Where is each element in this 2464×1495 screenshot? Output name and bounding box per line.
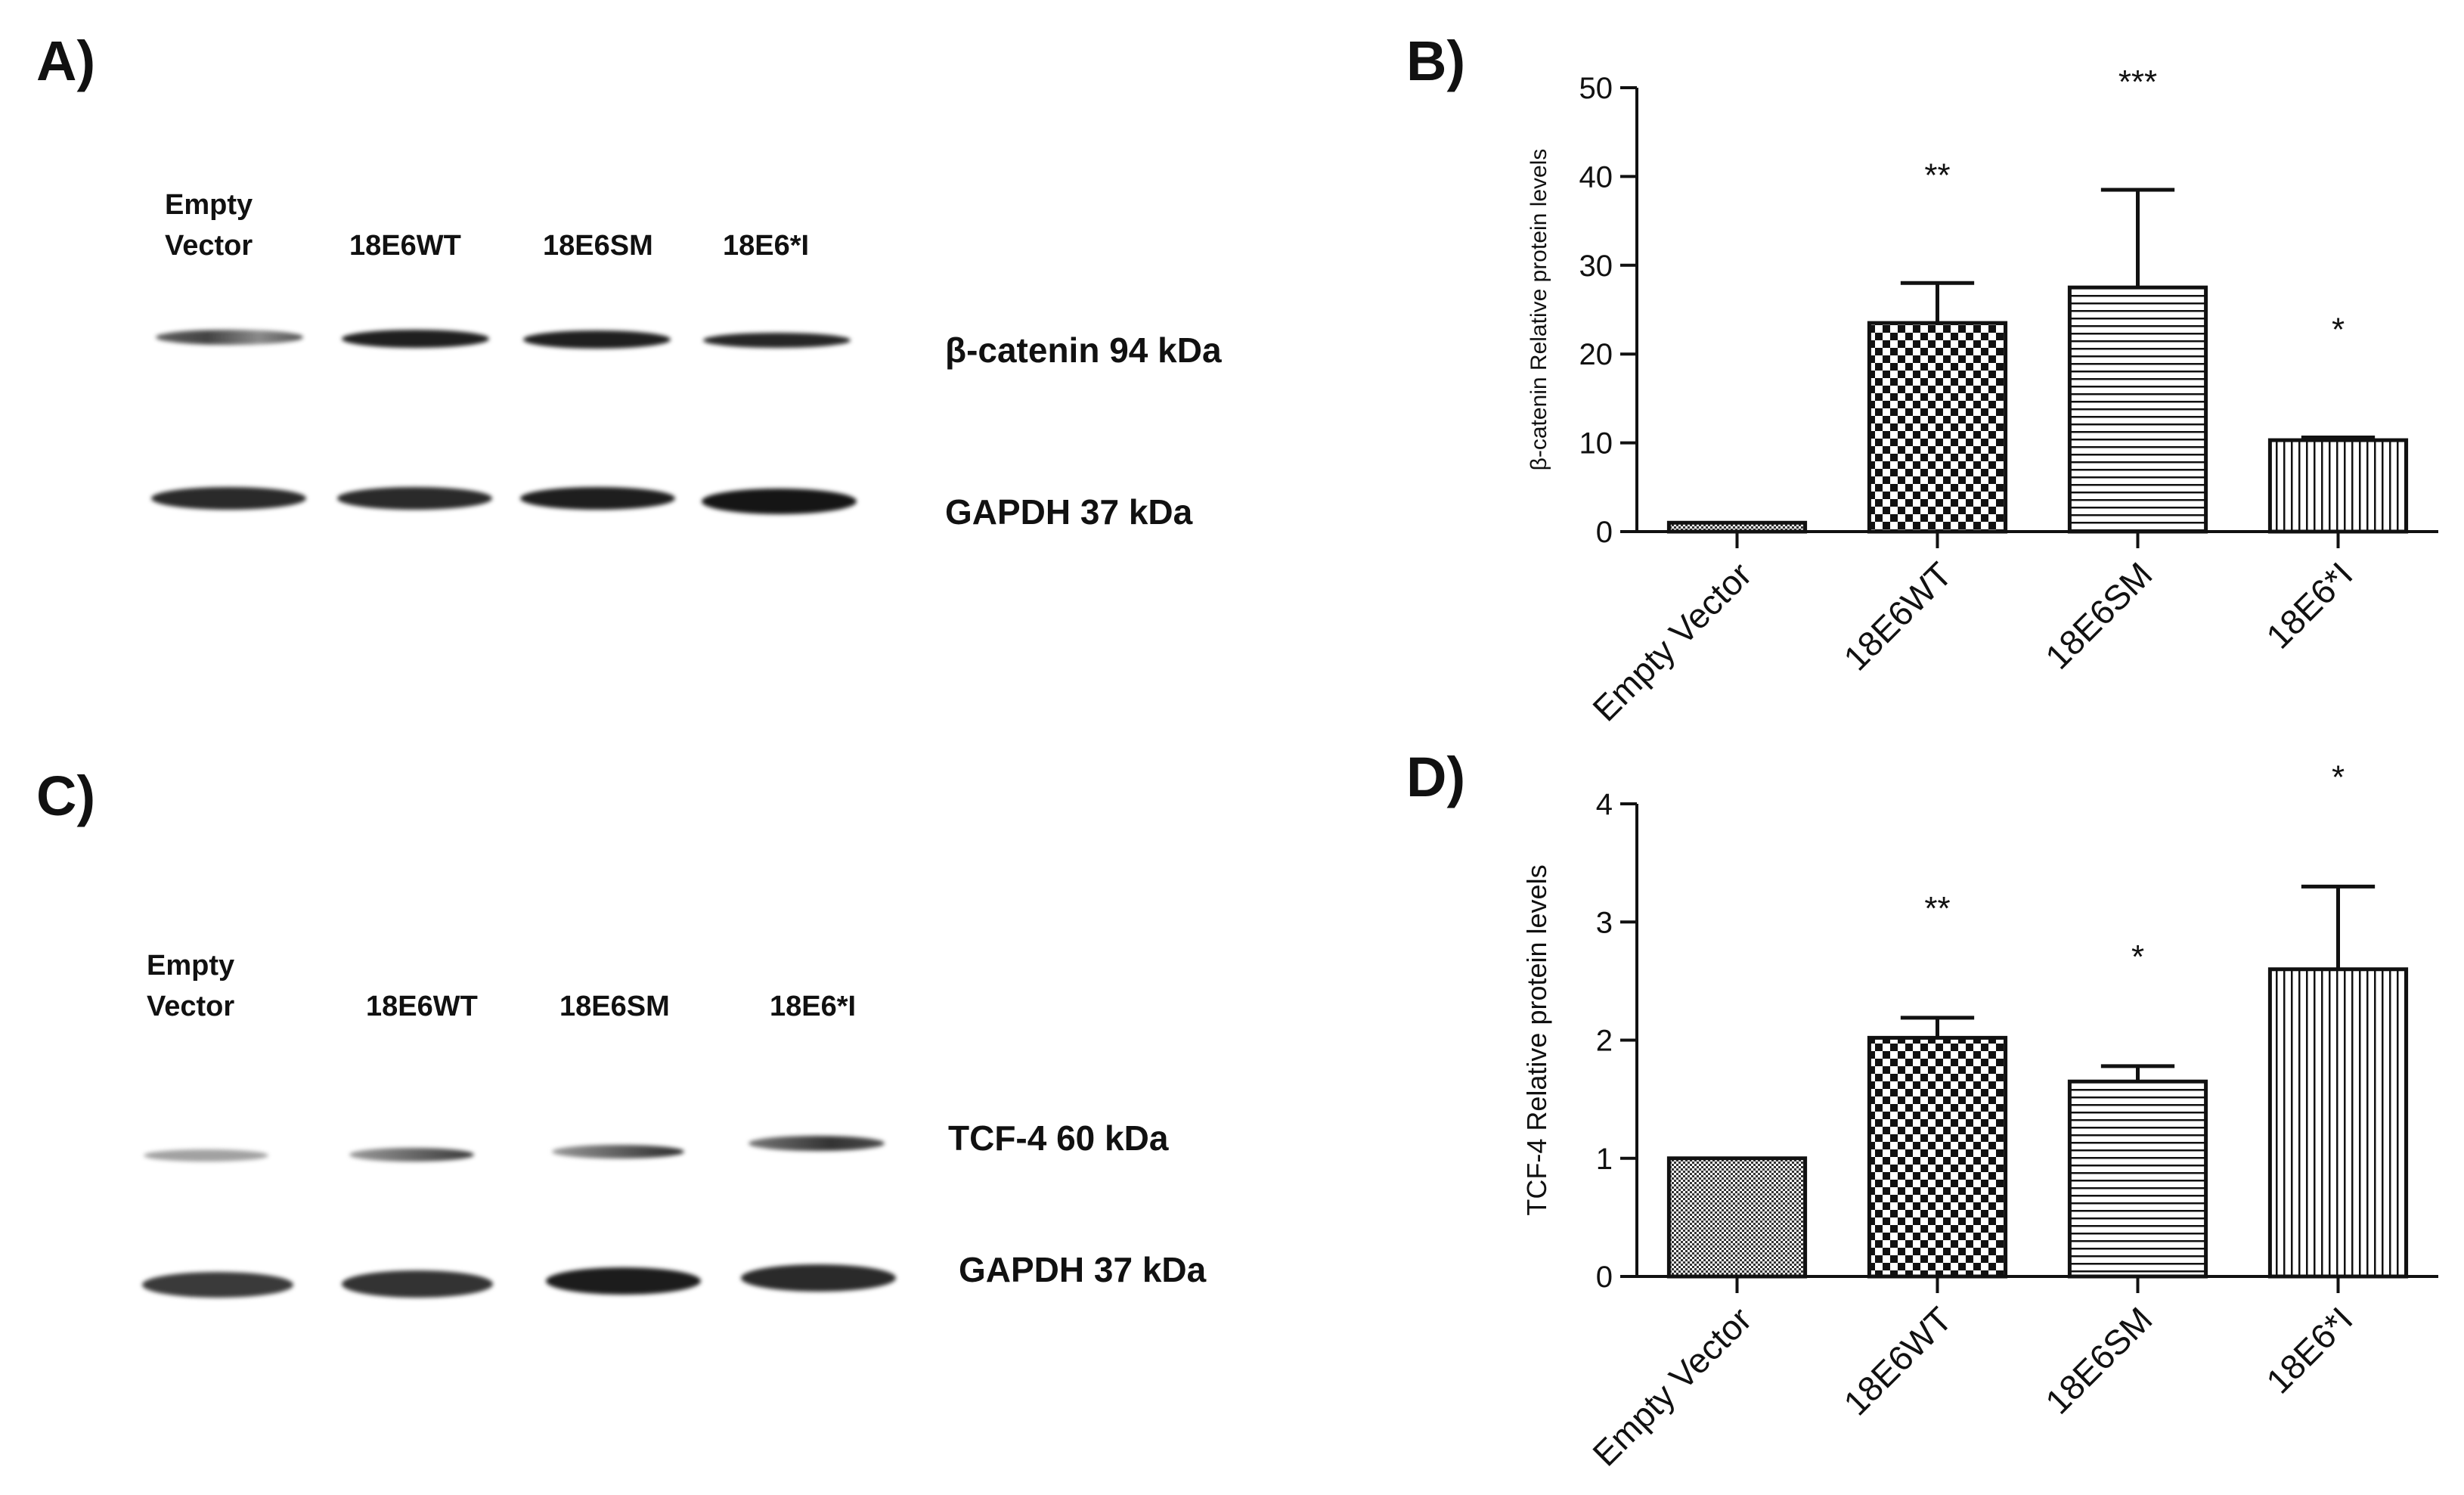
blot-a-band-beta-catenin [523, 330, 671, 349]
blot-a-band-beta-catenin [342, 330, 489, 348]
blot-c-band-tcf4 [144, 1149, 268, 1162]
bar [2067, 1079, 2208, 1279]
y-tick-label: 0 [1596, 516, 1613, 549]
significance-label: * [2332, 312, 2345, 349]
blot-a-band-beta-catenin [156, 330, 303, 345]
bar [1867, 1035, 2008, 1279]
significance-label: * [2131, 938, 2144, 975]
blot-a-lane-label: Empty Vector [165, 189, 253, 262]
bar [2267, 967, 2409, 1279]
blot-c-band-label: GAPDH 37 kDa [959, 1250, 1207, 1289]
blot-c-lane-label: 18E6*I [770, 991, 857, 1022]
blot-c-band-label: TCF-4 60 kDa [948, 1118, 1169, 1158]
y-tick-label: 0 [1596, 1261, 1613, 1294]
blot-c-band-tcf4 [349, 1148, 474, 1162]
panel-c-label: C) [36, 765, 96, 827]
y-tick-label: 3 [1596, 906, 1613, 939]
significance-label: *** [2118, 64, 2157, 101]
y-tick-label: 1 [1596, 1143, 1613, 1176]
x-tick-label: Empty Vector [1585, 1299, 1759, 1473]
blot-c-lane-label: 18E6SM [559, 991, 670, 1022]
blot-a-lane-label: 18E6WT [349, 230, 461, 262]
blot-a-lane-label: 18E6*I [723, 230, 810, 262]
blot-a-band-gapdh [337, 487, 492, 510]
blot-a: Empty Vector 18E6WT 18E6SM 18E6*I β-cate… [0, 0, 1361, 605]
significance-label: * [2332, 758, 2345, 796]
blot-a-band-label: GAPDH 37 kDa [945, 492, 1193, 532]
blot-a-band-gapdh [520, 487, 675, 510]
y-tick-label: 40 [1579, 160, 1613, 194]
blot-a-band-gapdh [151, 487, 306, 510]
significance-label: ** [1924, 157, 1950, 194]
blot-c-band-tcf4 [748, 1136, 885, 1151]
significance-label: ** [1924, 890, 1950, 927]
blot-c-band-gapdh [546, 1267, 701, 1295]
x-tick-label: 18E6*I [2258, 1299, 2360, 1400]
y-tick-label: 10 [1579, 427, 1613, 461]
blot-c-lane-label: Empty Vector [147, 950, 235, 1022]
y-tick-label: 50 [1579, 72, 1613, 105]
blot-a-band-label: β-catenin 94 kDa [945, 330, 1222, 370]
blot-c-band-tcf4 [552, 1145, 684, 1158]
blot-c-band-gapdh [342, 1270, 493, 1298]
blot-a-lane-label: 18E6SM [543, 230, 653, 262]
y-tick-label: 20 [1579, 338, 1613, 371]
y-axis-label: β-catenin Relative protein levels [1526, 149, 1551, 471]
x-tick-label: 18E6WT [1836, 1299, 1959, 1422]
y-axis-label: TCF-4 Relative protein levels [1521, 864, 1552, 1215]
blot-c-band-gapdh [142, 1272, 293, 1298]
panel-d-label: D) [1406, 746, 1466, 808]
blot-c-lane-label: 18E6WT [366, 991, 478, 1022]
y-tick-label: 2 [1596, 1025, 1613, 1058]
bar [1666, 1156, 1808, 1279]
blot-a-band-gapdh [702, 489, 857, 514]
panel-b-label: B) [1406, 29, 1466, 92]
y-tick-label: 4 [1596, 788, 1613, 821]
x-tick-label: 18E6SM [2038, 1299, 2160, 1422]
blot-a-band-beta-catenin [703, 333, 851, 348]
blot-c-band-gapdh [741, 1264, 896, 1292]
y-tick-label: 30 [1579, 250, 1613, 283]
bar [2067, 285, 2208, 534]
blot-c: Empty Vector 18E6WT 18E6SM 18E6*I TCF-4 … [0, 756, 1361, 1361]
panel-a-label: A) [36, 29, 96, 92]
